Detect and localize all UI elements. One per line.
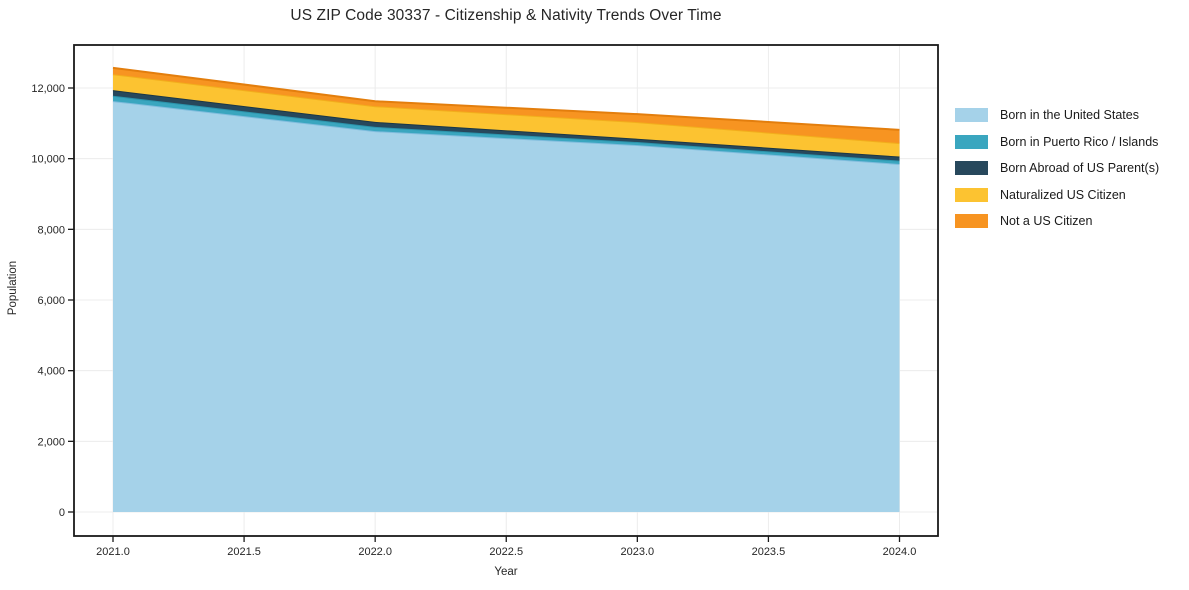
legend-swatch-born-us-icon [955, 108, 988, 122]
x-tick-label: 2023.5 [752, 546, 786, 558]
y-tick-label: 0 [59, 507, 65, 519]
x-tick-label: 2021.0 [96, 546, 130, 558]
area-series-4 [113, 67, 900, 144]
y-tick-label: 12,000 [31, 83, 65, 95]
legend-label: Not a US Citizen [1000, 214, 1093, 228]
legend-item: Not a US Citizen [955, 214, 1159, 228]
area-edge-2 [112, 89, 900, 158]
stacked-areas [112, 66, 900, 512]
legend-swatch-puerto-rico-icon [955, 134, 988, 149]
y-tick-label: 6,000 [37, 295, 65, 307]
legend-swatch-born-abroad-icon [955, 161, 988, 175]
chart-title: US ZIP Code 30337 - Citizenship & Nativi… [290, 7, 722, 24]
legend-label: Born in the United States [1000, 108, 1139, 122]
legend-swatch-not-citizen-icon [955, 214, 988, 228]
y-tick-label: 2,000 [37, 436, 65, 448]
area-series-0 [113, 101, 900, 512]
legend-swatch-naturalized-icon [955, 187, 988, 202]
y-tick-label: 4,000 [37, 366, 65, 378]
x-tick-label: 2024.0 [883, 546, 917, 558]
legend-label: Born in Puerto Rico / Islands [1000, 134, 1159, 149]
area-series-3 [113, 74, 900, 157]
y-axis-label: Population [7, 260, 19, 316]
legend-item: Born in Puerto Rico / Islands [955, 134, 1159, 149]
area-edge-4 [112, 66, 900, 131]
y-tick-label: 10,000 [31, 154, 65, 166]
x-axis-label: Year [494, 566, 518, 578]
legend: Born in the United States Born in Puerto… [955, 108, 1159, 241]
area-series-2 [113, 90, 900, 161]
legend-item: Naturalized US Citizen [955, 187, 1159, 202]
legend-item: Born in the United States [955, 108, 1159, 122]
legend-item: Born Abroad of US Parent(s) [955, 161, 1159, 175]
x-tick-label: 2022.0 [358, 546, 392, 558]
x-tick-label: 2021.5 [227, 546, 261, 558]
x-tick-label: 2022.5 [489, 546, 523, 558]
y-axis: 0 2,000 4,000 6,000 8,000 10,000 12,000 [31, 83, 74, 519]
x-axis: 2021.0 2021.5 2022.0 2022.5 2023.0 2023.5 2024… [96, 536, 916, 558]
x-tick-label: 2023.0 [621, 546, 655, 558]
legend-label: Born Abroad of US Parent(s) [1000, 161, 1160, 175]
y-tick-label: 8,000 [37, 224, 65, 236]
legend-label: Naturalized US Citizen [1000, 187, 1126, 202]
